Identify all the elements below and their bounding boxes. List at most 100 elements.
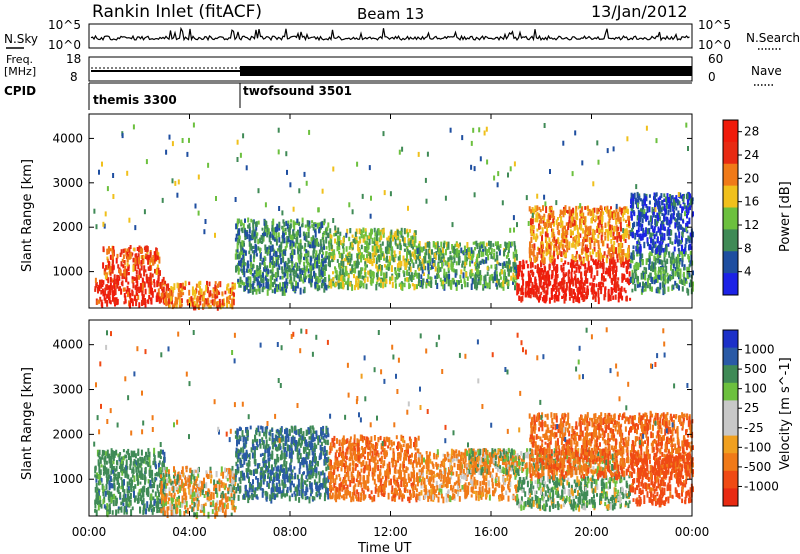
data-cell xyxy=(248,234,251,240)
data-cell xyxy=(450,263,453,267)
data-cell xyxy=(545,275,548,281)
data-cell xyxy=(354,260,357,266)
data-cell xyxy=(312,254,315,259)
data-cell xyxy=(493,272,496,279)
data-cell xyxy=(679,192,682,199)
data-cell xyxy=(682,271,685,277)
data-cell xyxy=(94,499,97,505)
data-cell xyxy=(204,219,207,224)
data-cell xyxy=(451,248,454,254)
data-cell xyxy=(656,212,659,216)
data-cell xyxy=(160,480,163,487)
data-cell xyxy=(587,248,590,253)
data-cell xyxy=(131,301,134,307)
data-cell xyxy=(460,279,462,284)
data-cell xyxy=(130,488,133,493)
data-cell xyxy=(275,238,278,246)
data-cell xyxy=(617,211,620,216)
data-cell xyxy=(416,248,419,254)
data-cell xyxy=(544,201,547,207)
data-cell xyxy=(269,285,272,290)
data-cell xyxy=(512,251,515,259)
data-cell xyxy=(576,227,579,235)
data-cell xyxy=(199,296,202,301)
data-cell xyxy=(475,265,478,270)
data-cell xyxy=(381,253,384,257)
data-cell xyxy=(552,232,555,238)
data-cell xyxy=(576,215,579,221)
data-cell xyxy=(664,247,667,252)
data-cell xyxy=(112,500,115,507)
data-cell xyxy=(536,215,539,223)
data-cell xyxy=(226,286,228,291)
data-cell xyxy=(451,222,454,228)
data-cell xyxy=(644,195,647,200)
data-cell xyxy=(462,272,465,278)
data-cell xyxy=(604,207,607,213)
data-cell xyxy=(140,248,143,252)
data-cell xyxy=(630,198,633,204)
data-cell xyxy=(568,206,571,212)
data-cell xyxy=(249,234,252,241)
data-cell xyxy=(108,503,111,508)
data-cell xyxy=(661,241,664,245)
data-cell xyxy=(555,239,558,247)
data-cell xyxy=(564,288,567,293)
data-cell xyxy=(641,233,644,241)
data-cell xyxy=(622,263,625,268)
data-cell xyxy=(658,211,661,218)
data-cell xyxy=(368,256,371,264)
data-cell xyxy=(94,474,97,478)
data-cell xyxy=(220,466,223,474)
data-cell xyxy=(429,255,432,262)
data-cell xyxy=(677,247,680,252)
data-cell xyxy=(288,268,291,272)
data-cell xyxy=(561,267,564,273)
data-cell xyxy=(151,489,154,493)
data-cell xyxy=(109,491,112,499)
data-cell xyxy=(435,251,438,256)
data-cell xyxy=(112,249,115,257)
data-cell xyxy=(577,232,580,238)
data-cell xyxy=(539,220,541,224)
data-cell xyxy=(346,252,349,259)
data-cell xyxy=(312,226,315,231)
data-cell xyxy=(523,264,526,270)
data-cell xyxy=(442,281,445,285)
data-cell xyxy=(364,272,367,278)
data-cell xyxy=(99,457,102,464)
data-cell xyxy=(243,282,246,286)
data-cell xyxy=(259,247,261,254)
data-cell xyxy=(231,303,234,310)
data-cell xyxy=(605,228,608,232)
data-cell xyxy=(133,295,136,301)
data-cell xyxy=(255,288,258,295)
data-cell xyxy=(113,282,116,289)
data-cell xyxy=(674,239,677,245)
data-cell xyxy=(539,294,542,299)
data-cell xyxy=(134,453,137,459)
data-cell xyxy=(101,283,104,287)
data-cell xyxy=(318,226,321,234)
data-cell xyxy=(549,280,552,286)
data-cell xyxy=(667,236,670,240)
data-cell xyxy=(198,290,200,295)
data-cell xyxy=(621,295,624,301)
data-cell xyxy=(564,244,567,248)
data-cell xyxy=(126,251,129,255)
data-cell xyxy=(117,453,120,458)
data-cell xyxy=(677,210,680,217)
data-cell xyxy=(285,220,288,226)
data-cell xyxy=(372,253,375,260)
data-cell xyxy=(506,265,509,272)
data-cell xyxy=(253,254,256,259)
data-cell xyxy=(682,206,685,211)
data-cell xyxy=(251,273,254,277)
data-cell xyxy=(546,233,549,238)
data-cell xyxy=(263,267,266,272)
data-cell xyxy=(116,274,119,281)
data-cell xyxy=(531,269,534,276)
data-cell xyxy=(663,215,666,222)
data-cell xyxy=(398,272,401,278)
data-cell xyxy=(555,246,558,252)
